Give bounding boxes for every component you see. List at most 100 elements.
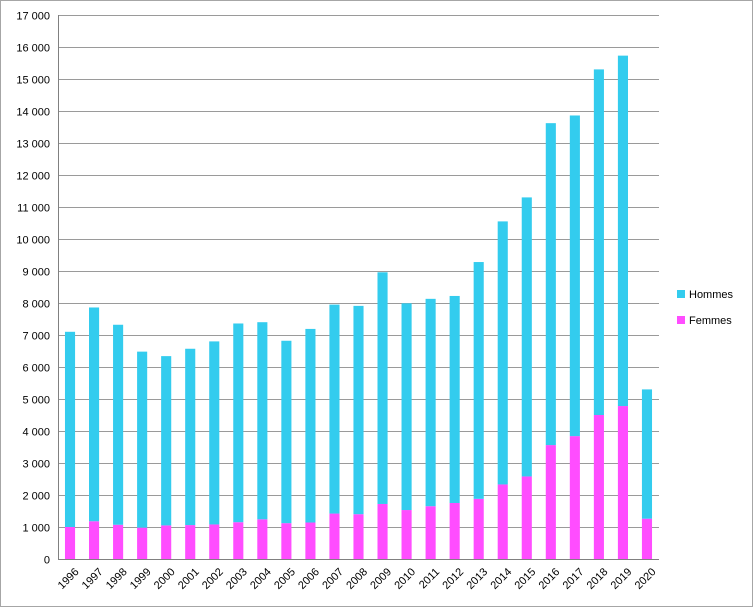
x-tick-label: 2000 bbox=[152, 566, 178, 592]
y-tick-label: 5 000 bbox=[22, 395, 50, 407]
y-tick-label: 7 000 bbox=[22, 331, 50, 343]
legend-swatch bbox=[677, 290, 685, 298]
bar-femmes-2001 bbox=[185, 525, 196, 559]
legend-swatch bbox=[677, 316, 685, 324]
bar-femmes-2008 bbox=[353, 514, 364, 559]
bar-hommes-2007 bbox=[329, 304, 340, 514]
y-tick-label: 14 000 bbox=[16, 107, 50, 119]
bar-hommes-2001 bbox=[185, 348, 196, 526]
x-tick-label: 2006 bbox=[296, 566, 322, 592]
bar-hommes-2005 bbox=[281, 340, 292, 524]
bar-femmes-2006 bbox=[305, 522, 316, 559]
x-tick-label: 2004 bbox=[248, 566, 274, 592]
bar-femmes-2017 bbox=[569, 436, 580, 559]
y-tick-label: 9 000 bbox=[22, 267, 50, 279]
y-tick-label: 16 000 bbox=[16, 43, 50, 55]
y-tick-label: 13 000 bbox=[16, 139, 50, 151]
bar-hommes-2015 bbox=[521, 197, 532, 477]
x-tick-label: 2020 bbox=[633, 566, 659, 592]
bar-femmes-1996 bbox=[64, 527, 76, 559]
bar-hommes-2010 bbox=[401, 303, 412, 511]
bar-hommes-1996 bbox=[64, 331, 76, 527]
bar-femmes-2011 bbox=[425, 506, 436, 559]
bar-femmes-2000 bbox=[161, 525, 172, 559]
bar-femmes-1998 bbox=[113, 524, 124, 559]
bar-hommes-2008 bbox=[353, 305, 364, 515]
bar-femmes-2003 bbox=[233, 522, 244, 559]
bar-hommes-2012 bbox=[449, 295, 460, 503]
legend: Hommes Femmes bbox=[677, 289, 734, 327]
bar-hommes-2009 bbox=[377, 272, 388, 504]
bar-hommes-2006 bbox=[305, 328, 316, 523]
bar-femmes-1997 bbox=[89, 521, 100, 559]
x-tick-label: 2001 bbox=[176, 566, 202, 592]
x-tick-label: 1997 bbox=[80, 566, 106, 592]
bar-hommes-2011 bbox=[425, 298, 436, 507]
x-tick-label: 2003 bbox=[224, 566, 250, 592]
bar-hommes-2003 bbox=[233, 323, 244, 523]
y-tick-label: 17 000 bbox=[16, 11, 50, 23]
y-tick-label: 6 000 bbox=[22, 363, 50, 375]
y-tick-label: 11 000 bbox=[17, 203, 50, 215]
bar-femmes-1999 bbox=[137, 527, 148, 559]
y-tick-label: 2 000 bbox=[22, 491, 50, 503]
bar-femmes-2002 bbox=[209, 524, 220, 559]
x-tick-label: 2009 bbox=[368, 566, 394, 592]
y-tick-label: 15 000 bbox=[16, 75, 50, 87]
bar-femmes-2005 bbox=[281, 523, 292, 559]
bar-femmes-2018 bbox=[593, 415, 604, 559]
legend-item-femmes: Femmes bbox=[677, 315, 732, 327]
bar-hommes-2016 bbox=[545, 123, 556, 446]
x-tick-label: 2019 bbox=[609, 566, 635, 592]
bar-hommes-2002 bbox=[209, 341, 220, 525]
x-tick-label: 2008 bbox=[344, 566, 370, 592]
y-tick-label: 4 000 bbox=[22, 427, 50, 439]
x-tick-label: 2010 bbox=[392, 566, 418, 592]
x-tick-label: 2017 bbox=[561, 566, 587, 592]
bar-hommes-2020 bbox=[641, 389, 653, 519]
bar-femmes-2020 bbox=[641, 518, 653, 559]
bar-femmes-2019 bbox=[617, 406, 628, 559]
y-tick-label: 3 000 bbox=[22, 459, 50, 471]
bar-femmes-2015 bbox=[521, 476, 532, 559]
bar-hommes-2019 bbox=[617, 55, 628, 407]
y-tick-label: 8 000 bbox=[22, 299, 50, 311]
bar-hommes-2013 bbox=[473, 262, 484, 499]
x-tick-label: 2002 bbox=[200, 566, 226, 592]
y-tick-label: 0 bbox=[44, 555, 50, 567]
bar-hommes-2014 bbox=[497, 221, 508, 485]
x-axis-ticks: 1996199719981999200020012002200320042005… bbox=[56, 566, 659, 592]
x-tick-label: 2015 bbox=[513, 566, 539, 592]
bar-femmes-2012 bbox=[449, 503, 460, 559]
legend-item-hommes: Hommes bbox=[677, 289, 734, 301]
bar-hommes-2018 bbox=[593, 69, 604, 416]
x-tick-label: 2005 bbox=[272, 566, 298, 592]
x-tick-label: 2013 bbox=[464, 566, 490, 592]
x-tick-label: 2012 bbox=[440, 566, 466, 592]
bar-hommes-2017 bbox=[569, 115, 580, 437]
x-tick-label: 2016 bbox=[537, 566, 563, 592]
bar-femmes-2007 bbox=[329, 513, 340, 559]
y-tick-label: 1 000 bbox=[22, 523, 50, 535]
bar-hommes-1997 bbox=[89, 307, 100, 522]
x-tick-label: 1998 bbox=[104, 566, 130, 592]
bar-femmes-2013 bbox=[473, 498, 484, 559]
bar-femmes-2004 bbox=[257, 519, 268, 559]
x-tick-label: 2014 bbox=[489, 566, 515, 592]
x-tick-label: 2007 bbox=[320, 566, 346, 592]
bars bbox=[64, 55, 653, 559]
legend-label: Femmes bbox=[689, 315, 732, 327]
bar-hommes-2000 bbox=[161, 356, 172, 526]
y-tick-label: 10 000 bbox=[16, 235, 50, 247]
bar-femmes-2016 bbox=[545, 445, 556, 559]
bar-femmes-2014 bbox=[497, 484, 508, 559]
x-tick-label: 2011 bbox=[417, 566, 442, 591]
x-tick-label: 1999 bbox=[128, 566, 154, 592]
y-tick-label: 12 000 bbox=[16, 171, 50, 183]
bar-femmes-2009 bbox=[377, 503, 388, 559]
bar-hommes-1998 bbox=[113, 324, 124, 525]
x-tick-label: 2018 bbox=[585, 566, 611, 592]
bar-femmes-2010 bbox=[401, 510, 412, 559]
